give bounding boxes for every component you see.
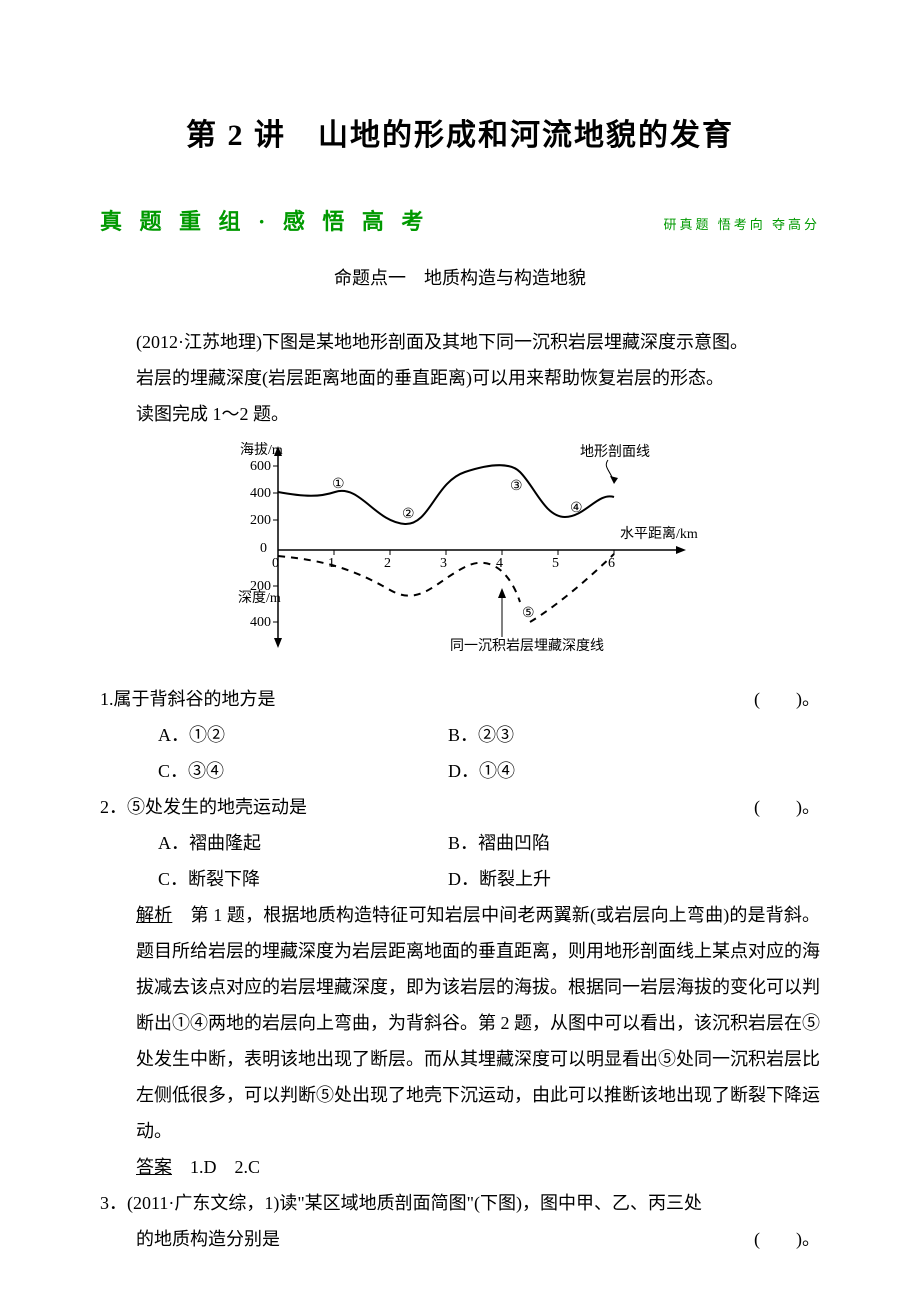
section-bar: 真 题 重 组 · 感 悟 高 考 研真题 悟考向 夺高分 [100,204,820,236]
q1-opt-d: D．①④ [448,753,515,789]
section-sub: 研真题 悟考向 夺高分 [663,214,820,233]
q3-stem-2: 的地质构造分别是 ( )。 [136,1221,820,1257]
svg-text:②: ② [402,507,415,522]
depth-line-right [530,554,614,622]
legend-depth: 同一沉积岩层埋藏深度线 [450,638,604,654]
q2-opt-d: D．断裂上升 [448,861,551,897]
svg-text:④: ④ [570,501,583,516]
svg-text:600: 600 [250,459,271,474]
svg-text:200: 200 [250,579,271,594]
svg-text:1: 1 [328,556,335,571]
svg-text:200: 200 [250,513,271,528]
svg-text:2: 2 [384,556,391,571]
q1-stem: 1.属于背斜谷的地方是 ( )。 [100,681,820,717]
svg-text:6: 6 [608,556,615,571]
answer: 答案 1.D 2.C [136,1149,820,1185]
q2-paren: ( )。 [754,789,820,825]
explain-label: 解析 [136,905,172,925]
legend-profile: 地形剖面线 [580,444,650,460]
explain-body: 第 1 题，根据地质构造特征可知岩层中间老两翼新(或岩层向上弯曲)的是背斜。题目… [136,905,820,1141]
q3-stem: 3．(2011·广东文综，1)读"某区域地质剖面简图"(下图)，图中甲、乙、丙三… [100,1185,820,1221]
q3-paren: ( )。 [754,1221,820,1257]
intro-line: 读图完成 1～2 题。 [136,396,820,432]
explain: 解析 第 1 题，根据地质构造特征可知岩层中间老两翼新(或岩层向上弯曲)的是背斜… [136,897,820,1149]
svg-text:400: 400 [250,486,271,501]
svg-text:400: 400 [250,615,271,630]
svg-text:5: 5 [552,556,559,571]
q1-paren: ( )。 [754,681,820,717]
q2-opt-b: B．褶曲凹陷 [448,825,550,861]
q1-opt-a: A．①② [158,717,448,753]
page-title: 第 2 讲 山地的形成和河流地貌的发育 [100,110,820,154]
q1-options: A．①②B．②③ C．③④D．①④ [158,717,820,789]
svg-text:③: ③ [510,479,523,494]
answer-text: 1.D 2.C [172,1157,260,1177]
x-label: 水平距离/km [620,525,698,542]
answer-label: 答案 [136,1157,172,1177]
topic-heading: 命题点一 地质构造与构造地貌 [100,264,820,290]
q2-opt-a: A．褶曲隆起 [158,825,448,861]
figure: 海拔/m 600 400 200 0 0 1 2 3 4 5 6 [100,442,820,667]
q1-opt-b: B．②③ [448,717,514,753]
q2-opt-c: C．断裂下降 [158,861,448,897]
intro-text: (2012·江苏地理)下图是某地地形剖面及其地下同一沉积岩层埋藏深度示意图。 岩… [136,324,820,432]
q2-options: A．褶曲隆起B．褶曲凹陷 C．断裂下降D．断裂上升 [158,825,820,897]
svg-text:0: 0 [260,541,267,556]
intro-line: (2012·江苏地理)下图是某地地形剖面及其地下同一沉积岩层埋藏深度示意图。 [136,324,820,360]
profile-line [278,465,614,524]
section-heading: 真 题 重 组 · 感 悟 高 考 [100,204,429,236]
depth-line-left [278,556,520,602]
intro-line: 岩层的埋藏深度(岩层距离地面的垂直距离)可以用来帮助恢复岩层的形态。 [136,360,820,396]
chart-svg: 海拔/m 600 400 200 0 0 1 2 3 4 5 6 [210,442,710,662]
svg-text:3: 3 [440,556,447,571]
svg-text:⑤: ⑤ [522,606,535,621]
q2-stem: 2．⑤处发生的地壳运动是 ( )。 [100,789,820,825]
svg-text:①: ① [332,477,345,492]
q1-opt-c: C．③④ [158,753,448,789]
